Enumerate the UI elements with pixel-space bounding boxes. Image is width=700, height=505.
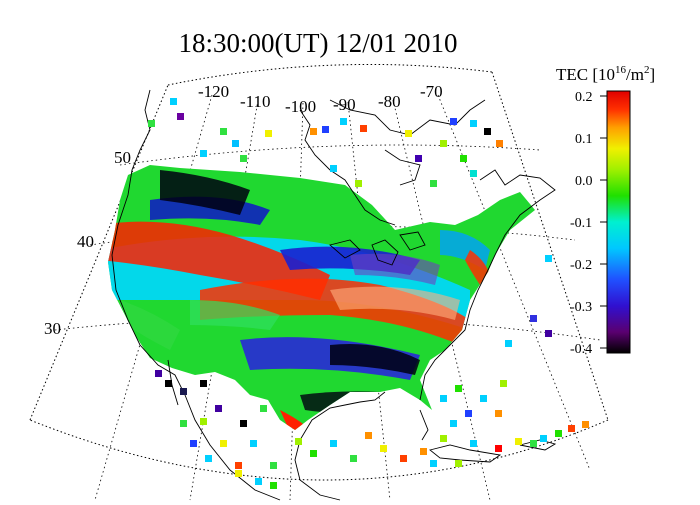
lon-label-110: -110 <box>240 92 271 111</box>
lat-label-30: 30 <box>44 319 61 338</box>
lat-label-50: 50 <box>114 148 131 167</box>
colorbar-tick-minus-0.4: -0.4 <box>570 342 592 357</box>
colorbar-tick-minus-0.1: -0.1 <box>570 216 592 231</box>
lon-label-90: -90 <box>333 95 356 114</box>
lat-label-40: 40 <box>77 232 94 251</box>
colorbar-tick-0.0: 0.0 <box>575 174 593 189</box>
colorbar-title: TEC [1016/m2] <box>556 64 655 84</box>
lon-label-100: -100 <box>285 97 316 116</box>
map-frame <box>29 63 609 481</box>
tec-field <box>108 170 490 430</box>
lon-label-120: -120 <box>198 82 229 101</box>
colorbar-tick-0.2: 0.2 <box>575 90 593 105</box>
longitude-labels: -120 -110 -100 -90 -80 -70 <box>198 82 443 116</box>
latitude-labels: 50 40 30 <box>44 148 131 338</box>
colorbar-gradient <box>606 90 631 354</box>
lon-label-70: -70 <box>420 82 443 101</box>
colorbar: TEC [1016/m2] 0.2 0.1 0.0 -0.1 -0.2 -0.3… <box>556 64 655 357</box>
map-title: 18:30:00(UT) 12/01 2010 <box>178 28 458 58</box>
lon-label-80: -80 <box>378 92 401 111</box>
outlying-stations <box>148 98 589 489</box>
colorbar-tick-minus-0.2: -0.2 <box>570 258 592 273</box>
colorbar-tick-minus-0.3: -0.3 <box>570 300 592 315</box>
colorbar-tick-0.1: 0.1 <box>575 132 593 147</box>
